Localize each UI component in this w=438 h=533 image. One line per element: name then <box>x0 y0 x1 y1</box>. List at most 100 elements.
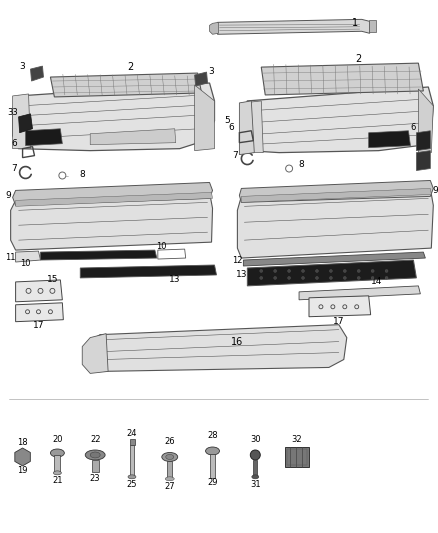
Text: 23: 23 <box>90 474 100 483</box>
Text: 1: 1 <box>352 18 358 28</box>
Text: 26: 26 <box>164 437 175 446</box>
Ellipse shape <box>301 270 304 272</box>
Ellipse shape <box>85 450 105 460</box>
Ellipse shape <box>165 477 174 481</box>
Text: 16: 16 <box>231 336 244 346</box>
Text: 8: 8 <box>298 160 304 169</box>
Ellipse shape <box>343 270 346 272</box>
Polygon shape <box>369 20 376 33</box>
Bar <box>54 455 60 473</box>
Ellipse shape <box>315 270 318 272</box>
Polygon shape <box>82 334 108 374</box>
Text: 10: 10 <box>156 241 167 251</box>
Text: 3: 3 <box>208 67 215 76</box>
Ellipse shape <box>385 277 388 279</box>
Ellipse shape <box>274 270 277 272</box>
Text: 8: 8 <box>79 170 85 179</box>
Text: 15: 15 <box>47 276 58 285</box>
Ellipse shape <box>329 277 332 279</box>
Bar <box>210 454 215 478</box>
Polygon shape <box>90 325 347 372</box>
Polygon shape <box>11 192 212 250</box>
Polygon shape <box>417 151 430 171</box>
Polygon shape <box>369 131 410 148</box>
Text: 17: 17 <box>33 321 44 330</box>
Text: 7: 7 <box>423 158 428 167</box>
Text: 12: 12 <box>232 255 243 264</box>
Ellipse shape <box>371 277 374 279</box>
Ellipse shape <box>205 447 219 455</box>
Ellipse shape <box>385 270 388 272</box>
Text: 18: 18 <box>17 438 28 447</box>
Bar <box>130 439 135 445</box>
Text: 11: 11 <box>5 253 16 262</box>
Bar <box>285 447 309 467</box>
Polygon shape <box>194 85 215 151</box>
Polygon shape <box>40 250 157 260</box>
Ellipse shape <box>128 475 136 479</box>
Polygon shape <box>194 72 208 86</box>
Text: 3: 3 <box>20 62 25 70</box>
Polygon shape <box>16 280 62 302</box>
Text: 9: 9 <box>6 191 11 200</box>
Polygon shape <box>13 94 31 149</box>
Text: 5: 5 <box>225 116 230 125</box>
Text: 24: 24 <box>127 429 137 438</box>
Polygon shape <box>80 265 216 278</box>
Ellipse shape <box>357 270 360 272</box>
Ellipse shape <box>357 277 360 279</box>
Text: 29: 29 <box>207 478 218 487</box>
Text: 27: 27 <box>164 482 175 491</box>
Text: 22: 22 <box>90 434 100 443</box>
Bar <box>287 449 307 465</box>
Polygon shape <box>16 251 40 262</box>
Polygon shape <box>417 131 430 151</box>
Polygon shape <box>244 101 263 152</box>
Text: 17: 17 <box>333 317 345 326</box>
Text: 2: 2 <box>356 54 362 64</box>
Text: 33: 33 <box>7 108 18 117</box>
Polygon shape <box>240 101 254 155</box>
Ellipse shape <box>53 471 61 475</box>
Polygon shape <box>50 73 201 97</box>
Ellipse shape <box>260 277 263 279</box>
Text: 32: 32 <box>292 434 302 443</box>
Polygon shape <box>299 286 420 300</box>
Ellipse shape <box>371 270 374 272</box>
Ellipse shape <box>288 277 290 279</box>
Polygon shape <box>244 252 425 266</box>
Polygon shape <box>16 192 212 206</box>
Ellipse shape <box>162 453 178 462</box>
Polygon shape <box>13 83 215 151</box>
Polygon shape <box>16 303 64 322</box>
Text: 10: 10 <box>20 259 31 268</box>
Polygon shape <box>418 89 433 154</box>
Text: 7: 7 <box>233 151 238 160</box>
Bar <box>92 460 99 472</box>
Ellipse shape <box>251 450 260 460</box>
Text: 19: 19 <box>18 466 28 475</box>
Ellipse shape <box>343 277 346 279</box>
Ellipse shape <box>274 277 277 279</box>
Bar <box>131 445 134 475</box>
Polygon shape <box>13 182 212 205</box>
Polygon shape <box>18 114 32 133</box>
Ellipse shape <box>166 455 174 459</box>
Text: 6: 6 <box>229 123 234 132</box>
Text: 14: 14 <box>371 277 382 286</box>
Ellipse shape <box>301 277 304 279</box>
Polygon shape <box>247 260 417 286</box>
Text: 6: 6 <box>411 123 416 132</box>
Bar <box>253 460 257 476</box>
Ellipse shape <box>90 452 100 458</box>
Text: 21: 21 <box>52 477 63 486</box>
Polygon shape <box>237 189 433 258</box>
Polygon shape <box>244 87 433 152</box>
Bar <box>167 461 172 479</box>
Ellipse shape <box>252 475 259 479</box>
Polygon shape <box>31 66 43 81</box>
Polygon shape <box>309 296 371 317</box>
Text: 31: 31 <box>250 480 261 489</box>
Text: 7: 7 <box>11 164 17 173</box>
Text: 13: 13 <box>236 270 247 279</box>
